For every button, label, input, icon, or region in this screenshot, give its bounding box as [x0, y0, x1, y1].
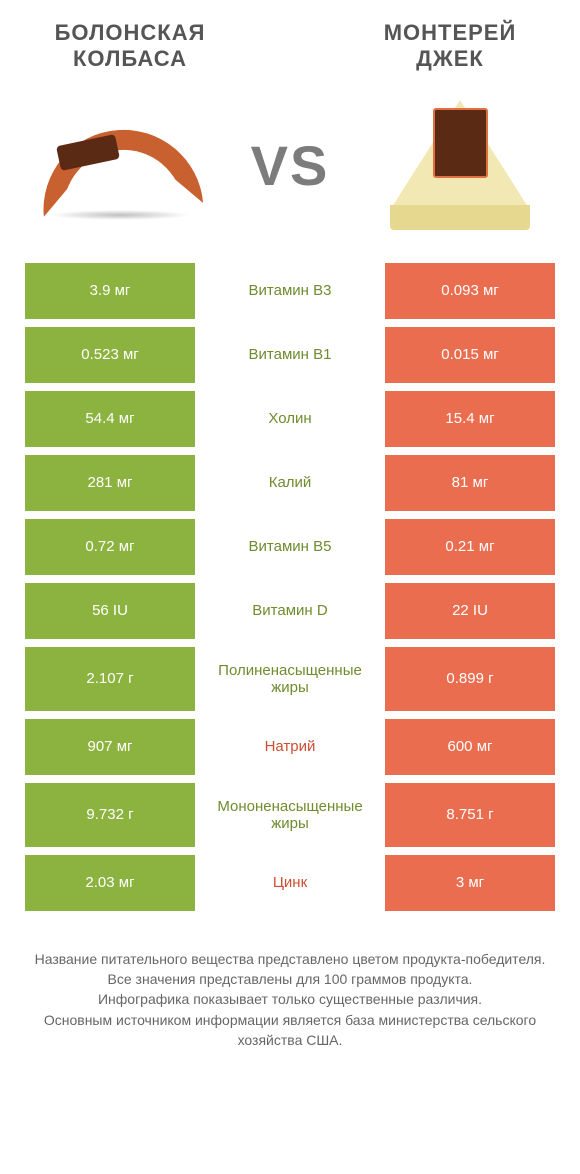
right-value-cell: 0.015 мг [385, 327, 555, 383]
table-row: 9.732 гМононенасыщенные жиры8.751 г [25, 783, 555, 847]
nutrient-name-cell: Витамин B5 [195, 519, 385, 575]
right-value-cell: 15.4 мг [385, 391, 555, 447]
right-value-cell: 81 мг [385, 455, 555, 511]
nutrient-name-cell: Натрий [195, 719, 385, 775]
left-product-image [30, 95, 210, 235]
right-value-cell: 8.751 г [385, 783, 555, 847]
right-product-image [370, 95, 550, 235]
left-value-cell: 56 IU [25, 583, 195, 639]
left-value-cell: 0.72 мг [25, 519, 195, 575]
table-row: 56 IUВитамин D22 IU [25, 583, 555, 639]
footer-line: Основным источником информации является … [25, 1010, 555, 1051]
sausage-icon [40, 130, 200, 200]
left-value-cell: 54.4 мг [25, 391, 195, 447]
table-row: 0.72 мгВитамин B50.21 мг [25, 519, 555, 575]
right-value-cell: 0.899 г [385, 647, 555, 711]
nutrient-name-cell: Холин [195, 391, 385, 447]
nutrient-name-cell: Витамин D [195, 583, 385, 639]
right-value-cell: 22 IU [385, 583, 555, 639]
left-value-cell: 2.107 г [25, 647, 195, 711]
nutrient-name-cell: Калий [195, 455, 385, 511]
header: БОЛОНСКАЯ КОЛБАСА МОНТЕРЕЙ ДЖЕК [0, 0, 580, 83]
right-value-cell: 3 мг [385, 855, 555, 911]
nutrient-name-cell: Витамин B1 [195, 327, 385, 383]
nutrient-name-cell: Витамин B3 [195, 263, 385, 319]
nutrient-name-cell: Полиненасыщенные жиры [195, 647, 385, 711]
left-value-cell: 281 мг [25, 455, 195, 511]
left-value-cell: 0.523 мг [25, 327, 195, 383]
left-value-cell: 9.732 г [25, 783, 195, 847]
images-row: VS [0, 83, 580, 263]
right-value-cell: 0.21 мг [385, 519, 555, 575]
table-row: 0.523 мгВитамин B10.015 мг [25, 327, 555, 383]
table-row: 3.9 мгВитамин B30.093 мг [25, 263, 555, 319]
right-product-title: МОНТЕРЕЙ ДЖЕК [350, 20, 550, 73]
nutrient-name-cell: Мононенасыщенные жиры [195, 783, 385, 847]
table-row: 281 мгКалий81 мг [25, 455, 555, 511]
table-row: 2.107 гПолиненасыщенные жиры0.899 г [25, 647, 555, 711]
footer-line: Все значения представлены для 100 граммо… [25, 969, 555, 989]
left-product-title: БОЛОНСКАЯ КОЛБАСА [30, 20, 230, 73]
vs-label: VS [251, 133, 330, 198]
left-value-cell: 3.9 мг [25, 263, 195, 319]
table-row: 907 мгНатрий600 мг [25, 719, 555, 775]
right-value-cell: 600 мг [385, 719, 555, 775]
left-value-cell: 2.03 мг [25, 855, 195, 911]
footer-line: Название питательного вещества представл… [25, 949, 555, 969]
nutrient-name-cell: Цинк [195, 855, 385, 911]
footer-notes: Название питательного вещества представл… [0, 919, 580, 1050]
table-row: 2.03 мгЦинк3 мг [25, 855, 555, 911]
table-row: 54.4 мгХолин15.4 мг [25, 391, 555, 447]
left-value-cell: 907 мг [25, 719, 195, 775]
footer-line: Инфографика показывает только существенн… [25, 989, 555, 1009]
cheese-icon [385, 100, 535, 230]
right-value-cell: 0.093 мг [385, 263, 555, 319]
comparison-table: 3.9 мгВитамин B30.093 мг0.523 мгВитамин … [0, 263, 580, 911]
